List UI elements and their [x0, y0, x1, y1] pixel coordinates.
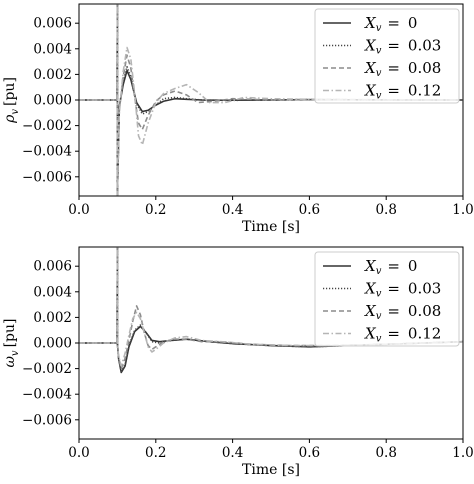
- legend-entry-2: Xv = 0.03: [364, 37, 441, 57]
- y-tick-label: 0.002: [33, 67, 72, 83]
- legend-sub: v: [376, 289, 382, 300]
- y-axis-symbol: ρ: [2, 114, 18, 124]
- y-tick-label: 0.006: [33, 16, 72, 32]
- y-tick-label: −0.004: [22, 387, 72, 403]
- y-axis-unit: [pu]: [2, 319, 18, 348]
- y-tick-label: −0.006: [22, 412, 72, 428]
- legend-var: X: [364, 280, 377, 298]
- y-tick-label: 0.004: [33, 284, 72, 300]
- legend-var: X: [364, 59, 377, 77]
- series-line-3: [79, 4, 463, 196]
- legend-value: 0.08: [408, 302, 441, 320]
- x-tick-label: 0.0: [68, 202, 89, 218]
- y-tick-label: 0.002: [33, 310, 72, 326]
- legend-sub: v: [376, 68, 382, 79]
- y-tick-label: 0.004: [33, 41, 72, 57]
- x-tick-label: 0.4: [222, 202, 243, 218]
- y-axis-label: ρv [pu]: [2, 77, 21, 124]
- x-tick-label: 0.6: [299, 445, 320, 461]
- x-tick-label: 0.6: [299, 202, 320, 218]
- series-line-3: [79, 247, 463, 370]
- y-tick-label: 0.000: [33, 336, 72, 352]
- x-tick-label: 1.0: [452, 202, 473, 218]
- x-tick-label: 0.4: [222, 445, 243, 461]
- x-tick-label: 0.0: [68, 445, 89, 461]
- legend-value: 0.08: [408, 59, 441, 77]
- legend-equals: =: [387, 257, 400, 275]
- legend-value: 0.12: [408, 82, 441, 100]
- legend-entry-1: Xv = 0: [364, 14, 417, 34]
- legend-equals: =: [387, 14, 400, 32]
- y-axis-subscript: v: [10, 350, 21, 356]
- legend-box: [314, 8, 460, 104]
- legend-value: 0.03: [408, 280, 441, 298]
- y-tick-label: 0.006: [33, 259, 72, 275]
- legend-sub: v: [376, 334, 382, 345]
- legend: Xv = 0 Xv = 0.03 Xv = 0.08 Xv = 0.12: [314, 251, 460, 347]
- legend-sub: v: [376, 91, 382, 102]
- y-tick-label: −0.004: [22, 144, 72, 160]
- x-tick-label: 0.2: [145, 445, 166, 461]
- legend-var: X: [364, 14, 377, 32]
- x-tick-label: 0.2: [145, 202, 166, 218]
- series-line-4: [79, 4, 463, 196]
- chart-panel-1: 0.0 0.2 0.4 0.6 0.8 1.0 −0.006 −0.004 −0.002 0.00…: [2, 3, 474, 235]
- y-tick-label: −0.006: [22, 169, 72, 185]
- legend-value: 0.03: [408, 37, 441, 55]
- legend-var: X: [364, 325, 377, 343]
- legend-equals: =: [387, 325, 400, 343]
- legend-entry-3: Xv = 0.08: [364, 302, 441, 322]
- legend-entry-4: Xv = 0.12: [364, 82, 441, 102]
- legend-box: [314, 251, 460, 347]
- series-line-4: [79, 247, 463, 367]
- x-tick-label: 1.0: [452, 445, 473, 461]
- legend-var: X: [364, 82, 377, 100]
- legend-entry-2: Xv = 0.03: [364, 280, 441, 300]
- x-tick-label: 0.8: [375, 445, 396, 461]
- y-tick-label: 0.000: [33, 93, 72, 109]
- legend-var: X: [364, 302, 377, 320]
- legend-equals: =: [387, 59, 400, 77]
- legend-equals: =: [387, 280, 400, 298]
- legend-equals: =: [387, 82, 400, 100]
- legend-sub: v: [376, 311, 382, 322]
- y-axis-subscript: v: [10, 109, 21, 115]
- x-axis-label: Time [s]: [242, 219, 300, 235]
- legend: Xv = 0 Xv = 0.03 Xv = 0.08 Xv = 0.12: [314, 8, 460, 104]
- legend-sub: v: [376, 46, 382, 57]
- legend-equals: =: [387, 302, 400, 320]
- legend-entry-3: Xv = 0.08: [364, 59, 441, 79]
- legend-entry-1: Xv = 0: [364, 257, 417, 277]
- legend-var: X: [364, 37, 377, 55]
- legend-value: 0: [408, 257, 418, 275]
- x-tick-label: 0.8: [375, 202, 396, 218]
- y-axis-label: ωv [pu]: [2, 319, 21, 368]
- x-axis-label: Time [s]: [242, 462, 300, 478]
- legend-sub: v: [376, 266, 382, 277]
- y-axis-unit: [pu]: [2, 77, 18, 106]
- chart-panel-2: 0.0 0.2 0.4 0.6 0.8 1.0 −0.006 −0.004 −0.002 0.00…: [2, 246, 474, 478]
- legend-sub: v: [376, 23, 382, 34]
- legend-equals: =: [387, 37, 400, 55]
- legend-entry-4: Xv = 0.12: [364, 325, 441, 345]
- y-tick-label: −0.002: [22, 118, 72, 134]
- y-axis-symbol: ω: [2, 355, 18, 367]
- y-tick-label: −0.002: [22, 361, 72, 377]
- legend-var: X: [364, 257, 377, 275]
- legend-value: 0: [408, 14, 418, 32]
- legend-value: 0.12: [408, 325, 441, 343]
